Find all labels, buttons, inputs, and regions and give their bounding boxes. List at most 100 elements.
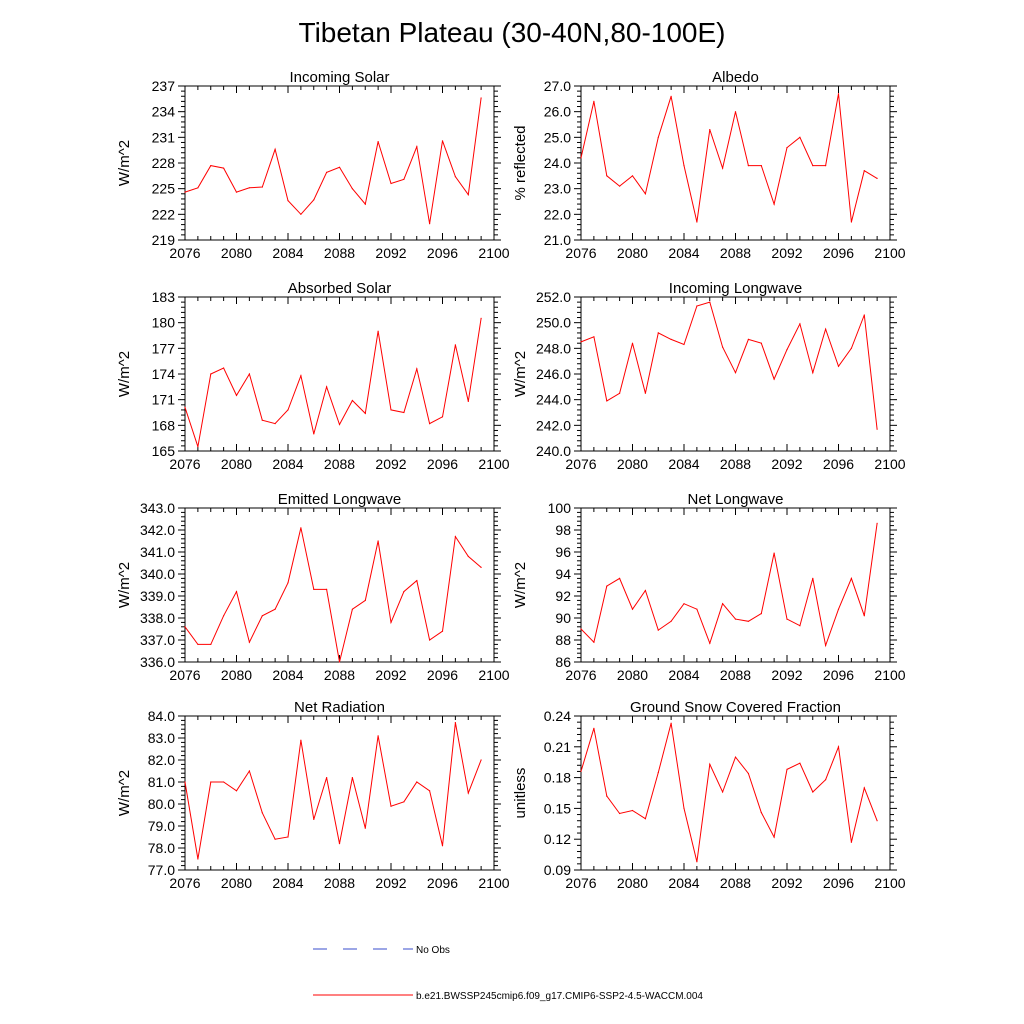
x-tick-label: 2080 bbox=[617, 456, 648, 472]
data-point bbox=[773, 203, 775, 205]
x-tick-label: 2096 bbox=[823, 245, 854, 261]
data-point bbox=[197, 858, 199, 860]
data-point bbox=[734, 618, 737, 620]
series-line bbox=[184, 318, 482, 447]
data-point bbox=[364, 827, 366, 829]
data-point bbox=[606, 400, 608, 402]
y-tick-label: 23.0 bbox=[544, 181, 571, 197]
x-tick-label: 2100 bbox=[478, 875, 509, 891]
data-point bbox=[593, 727, 595, 729]
panel-title: Ground Snow Covered Fraction bbox=[630, 699, 841, 716]
plot-frame bbox=[580, 507, 891, 663]
data-point bbox=[300, 375, 302, 377]
data-point bbox=[351, 777, 353, 779]
y-tick-label: 94 bbox=[555, 566, 571, 582]
x-tick-label: 2088 bbox=[720, 456, 751, 472]
data-point bbox=[184, 781, 186, 783]
data-point bbox=[223, 167, 225, 169]
x-tick-label: 2088 bbox=[324, 875, 355, 891]
data-point bbox=[876, 177, 878, 179]
data-point bbox=[631, 809, 634, 812]
x-tick-label: 2096 bbox=[823, 456, 854, 472]
x-tick-label: 2100 bbox=[874, 667, 905, 683]
data-point bbox=[364, 203, 366, 205]
x-tick-label: 2096 bbox=[427, 875, 458, 891]
plot-frame bbox=[580, 715, 891, 871]
data-point bbox=[235, 394, 238, 396]
data-point bbox=[773, 836, 775, 838]
data-point bbox=[799, 762, 801, 764]
data-point bbox=[657, 136, 659, 138]
y-axis-label: % reflected bbox=[512, 125, 529, 200]
panel-title: Absorbed Solar bbox=[288, 280, 391, 297]
x-tick-label: 2080 bbox=[221, 245, 252, 261]
y-tick-label: 339.0 bbox=[140, 588, 175, 604]
data-point bbox=[480, 566, 482, 569]
data-point bbox=[747, 338, 750, 340]
y-axis-label: W/m^2 bbox=[116, 351, 133, 397]
panel-4: Emitted Longwave 2076 2080 2084 2088 2092 2096… bbox=[116, 491, 510, 683]
data-point bbox=[300, 213, 302, 215]
x-tick-label: 2100 bbox=[874, 875, 905, 891]
y-tick-label: 27.0 bbox=[544, 78, 571, 94]
y-tick-label: 81.0 bbox=[148, 774, 175, 790]
data-point bbox=[876, 428, 878, 430]
x-tick-label: 2096 bbox=[427, 456, 458, 472]
data-point bbox=[274, 838, 276, 840]
data-point bbox=[722, 791, 724, 793]
data-point bbox=[619, 185, 621, 187]
y-tick-label: 340.0 bbox=[140, 566, 175, 582]
data-point bbox=[683, 807, 685, 810]
data-point bbox=[657, 771, 659, 774]
data-point bbox=[248, 187, 250, 189]
data-point bbox=[313, 588, 315, 591]
data-point bbox=[850, 221, 853, 223]
x-tick-label: 2092 bbox=[771, 245, 802, 261]
y-tick-label: 242.0 bbox=[536, 417, 571, 433]
data-point bbox=[416, 781, 418, 783]
data-point bbox=[825, 165, 827, 167]
data-point bbox=[300, 527, 302, 529]
data-point bbox=[377, 141, 379, 143]
y-tick-label: 0.09 bbox=[544, 862, 571, 878]
x-tick-label: 2076 bbox=[169, 456, 200, 472]
series-line bbox=[580, 301, 878, 430]
y-tick-label: 25.0 bbox=[544, 129, 571, 145]
x-tick-label: 2080 bbox=[617, 875, 648, 891]
panel-3: Incoming Longwave 2076 2080 2084 2088 2092 209… bbox=[512, 280, 906, 472]
x-tick-label: 2076 bbox=[169, 245, 200, 261]
data-point bbox=[467, 555, 469, 558]
data-point bbox=[786, 349, 788, 351]
plot-frame bbox=[184, 507, 495, 663]
series-line bbox=[184, 527, 482, 663]
x-tick-label: 2100 bbox=[478, 245, 509, 261]
x-tick-label: 2088 bbox=[720, 667, 751, 683]
data-point bbox=[670, 338, 672, 340]
data-point bbox=[351, 608, 353, 610]
data-point bbox=[799, 323, 801, 325]
data-point bbox=[326, 171, 328, 173]
data-point bbox=[197, 187, 199, 189]
data-point bbox=[377, 735, 379, 737]
series-line bbox=[184, 722, 482, 860]
data-point bbox=[313, 818, 315, 821]
data-point bbox=[210, 781, 212, 783]
x-tick-label: 2096 bbox=[823, 875, 854, 891]
data-point bbox=[825, 779, 827, 781]
y-tick-label: 100 bbox=[548, 500, 572, 516]
y-tick-label: 82.0 bbox=[148, 752, 175, 768]
data-point bbox=[747, 620, 750, 622]
data-point bbox=[850, 841, 853, 843]
x-tick-label: 2088 bbox=[720, 245, 751, 261]
y-tick-label: 0.12 bbox=[544, 831, 571, 847]
data-point bbox=[248, 373, 250, 375]
data-point bbox=[338, 166, 341, 168]
data-point bbox=[287, 836, 289, 838]
data-point bbox=[403, 411, 405, 414]
y-tick-label: 171 bbox=[152, 392, 176, 408]
data-point bbox=[454, 344, 456, 346]
data-point bbox=[261, 419, 263, 421]
data-point bbox=[786, 618, 788, 620]
data-point bbox=[683, 603, 685, 605]
